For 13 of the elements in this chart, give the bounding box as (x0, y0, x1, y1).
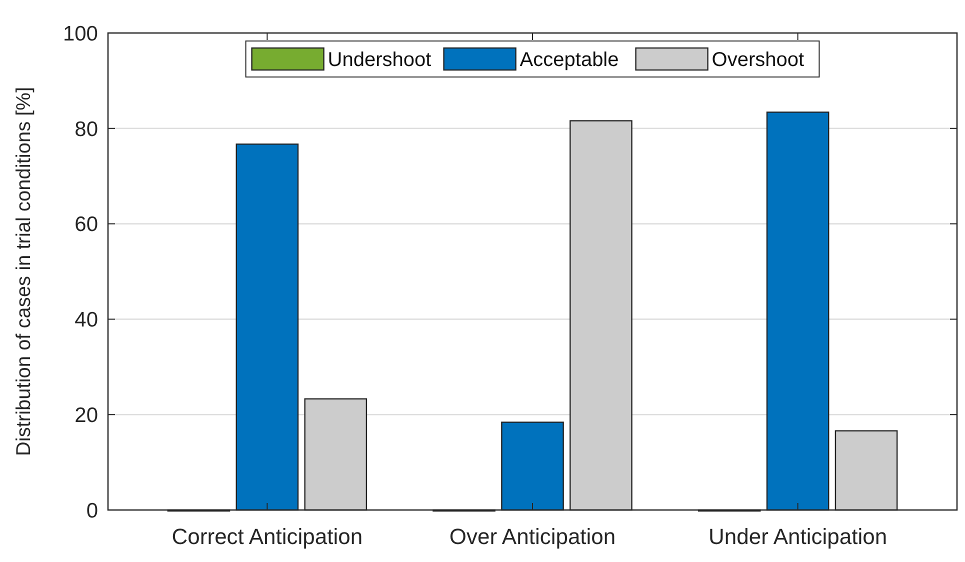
y-tick-label: 100 (62, 22, 98, 46)
y-tick-label: 40 (74, 308, 98, 332)
x-tick-label: Under Anticipation (708, 524, 888, 549)
legend-label: Undershoot (328, 49, 432, 71)
x-tick-label: Over Anticipation (449, 524, 616, 549)
y-tick-label: 60 (74, 213, 98, 236)
y-tick-label: 0 (86, 499, 98, 522)
y-tick-label: 80 (74, 118, 98, 141)
y-tick-label: 20 (74, 404, 98, 427)
legend-label: Acceptable (520, 49, 619, 71)
y-axis-title: Distribution of cases in trial conditions [%] (13, 86, 35, 456)
legend-label: Overshoot (712, 49, 805, 71)
x-tick-label: Correct Anticipation (172, 524, 363, 549)
